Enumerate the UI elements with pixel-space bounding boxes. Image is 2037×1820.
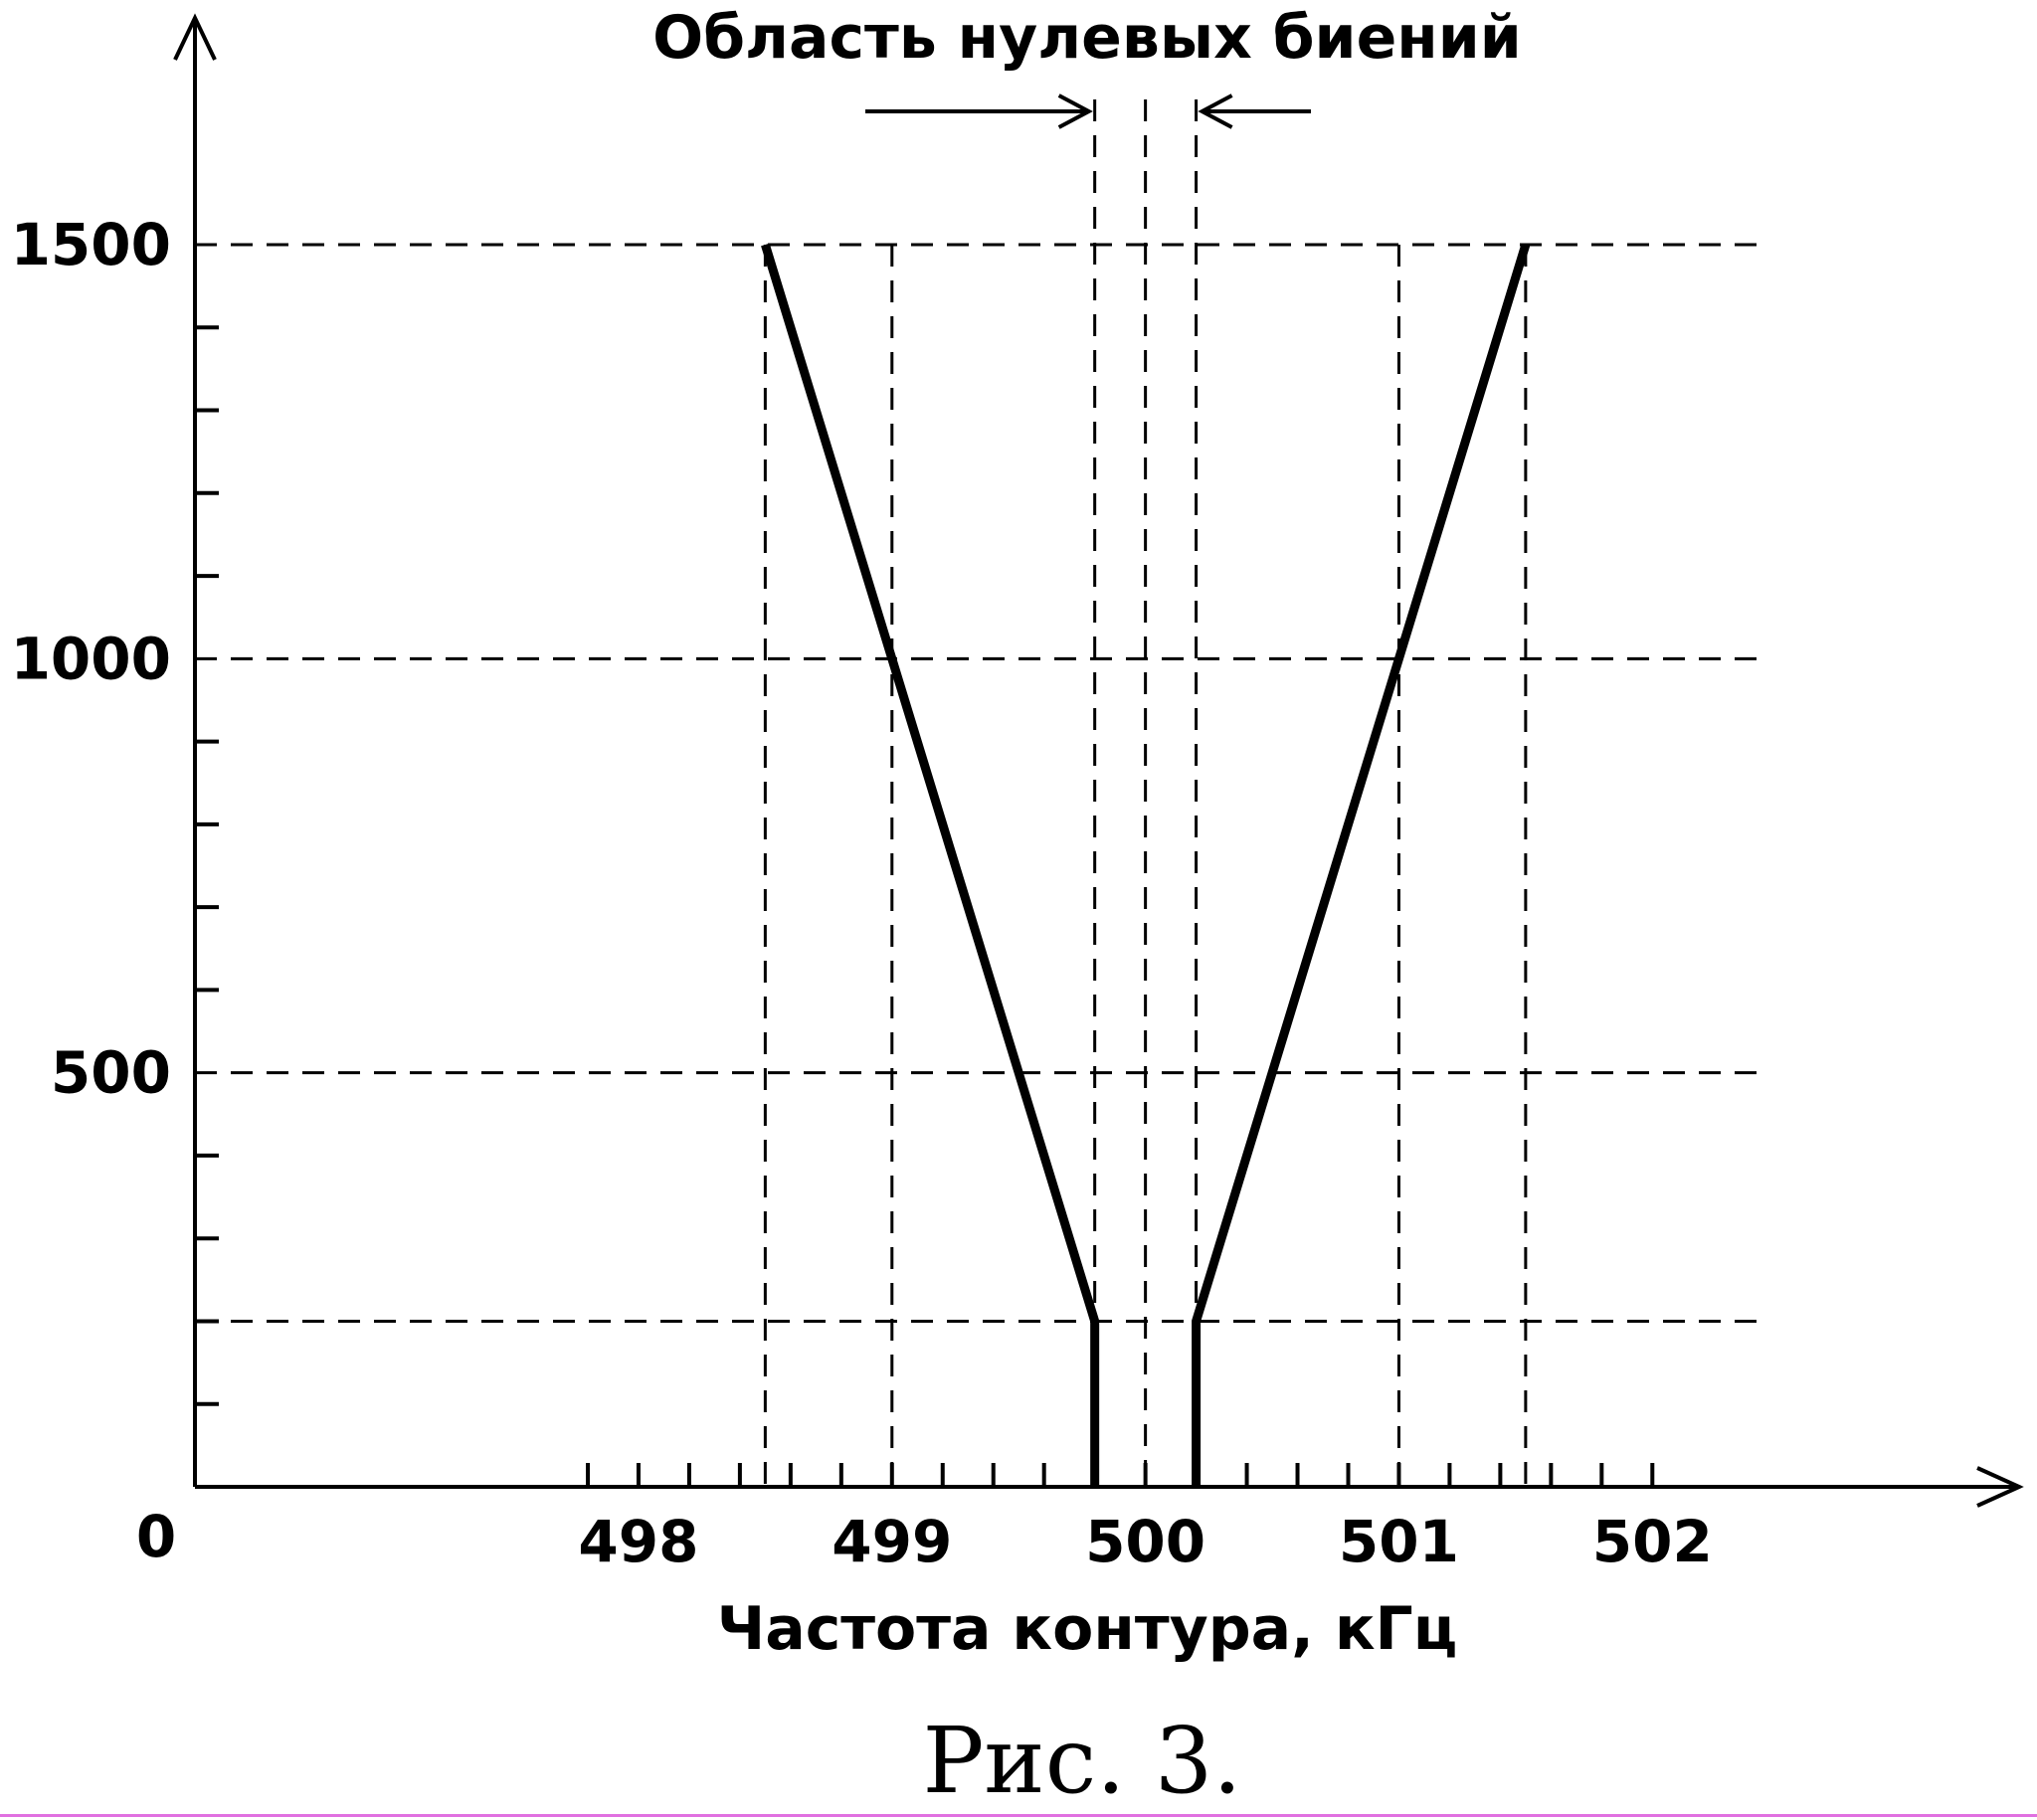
series-lines: [761, 243, 1531, 1487]
x-tick-label: 500: [1085, 1508, 1205, 1575]
x-tick-label: 498: [578, 1508, 698, 1575]
grid-lines: [195, 99, 1760, 1487]
y-tick-label: 500: [51, 1039, 171, 1107]
x-axis-arrow: [1976, 1466, 2024, 1508]
x-axis-label: Частота контура, кГц: [717, 1594, 1458, 1664]
chart-title: Область нулевых биений: [652, 3, 1522, 73]
axis-ticks: [195, 325, 1655, 1487]
region-arrow-left-head: [1057, 93, 1093, 129]
bottom-border: [0, 1814, 2037, 1817]
series-line: [1192, 243, 1531, 1487]
region-arrows: [865, 93, 1311, 129]
axes: [173, 13, 2024, 1508]
y-tick-label: 1500: [11, 211, 171, 278]
region-arrow-right-head: [1198, 93, 1233, 129]
x-tick-label: 501: [1339, 1508, 1459, 1575]
figure-caption: Рис. 3.: [922, 1708, 1241, 1814]
y-axis-arrow: [173, 13, 217, 61]
labels: Область нулевых биений Частота контура, …: [11, 3, 1713, 1814]
origin-label: 0: [136, 1503, 176, 1570]
series-line: [761, 243, 1100, 1487]
x-tick-label: 502: [1592, 1508, 1713, 1575]
y-tick-label: 1000: [11, 625, 171, 692]
x-tick-label: 499: [832, 1508, 952, 1575]
